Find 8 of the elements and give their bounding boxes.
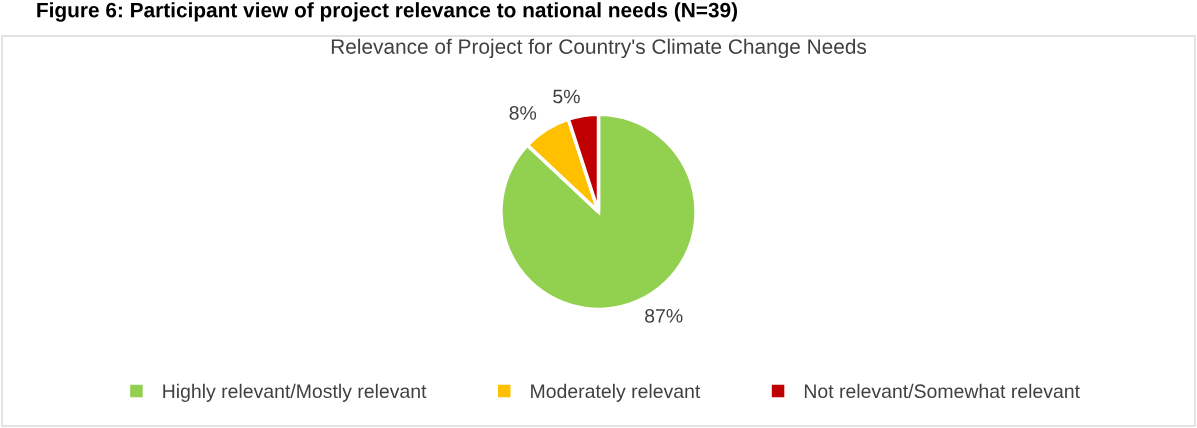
legend-label: Not relevant/Somewhat relevant xyxy=(804,383,1080,399)
legend-label: Moderately relevant xyxy=(531,383,701,402)
chart-title: Relevance of Project for Country's Climate Change Needs xyxy=(331,38,867,59)
data-label: 8% xyxy=(509,106,537,120)
caption: Figure 6: Participant view of project relevance to national needs (N=39) xyxy=(37,2,738,22)
data-label: 5% xyxy=(553,89,580,104)
data-label: 87% xyxy=(645,308,683,323)
legend-label: Highly relevant/Mostly relevant xyxy=(163,383,427,402)
